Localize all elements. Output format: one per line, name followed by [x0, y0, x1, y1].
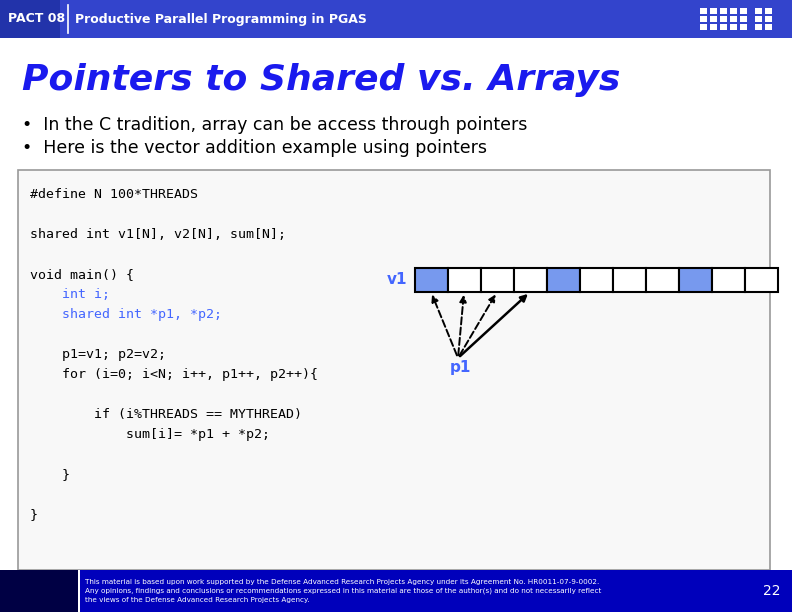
Text: for (i=0; i<N; i++, p1++, p2++){: for (i=0; i<N; i++, p1++, p2++){	[30, 368, 318, 381]
Text: sum[i]= *p1 + *p2;: sum[i]= *p1 + *p2;	[30, 428, 270, 441]
Text: }: }	[30, 468, 70, 481]
Text: This material is based upon work supported by the Defense Advanced Research Proj: This material is based upon work support…	[85, 579, 601, 603]
Bar	[0, 0, 792, 38]
Bar	[712, 268, 745, 292]
Bar	[720, 8, 727, 14]
Text: #define N 100*THREADS: #define N 100*THREADS	[30, 188, 198, 201]
Bar	[755, 16, 762, 22]
Bar	[0, 570, 78, 612]
Bar	[730, 24, 737, 30]
Bar	[679, 268, 712, 292]
Text: p1=v1; p2=v2;: p1=v1; p2=v2;	[30, 348, 166, 361]
Bar	[720, 16, 727, 22]
Text: 22: 22	[763, 584, 780, 598]
Text: v1: v1	[386, 272, 407, 288]
Text: Productive Parallel Programming in PGAS: Productive Parallel Programming in PGAS	[75, 12, 367, 26]
Text: if (i%THREADS == MYTHREAD): if (i%THREADS == MYTHREAD)	[30, 408, 302, 421]
Text: int i;: int i;	[30, 288, 110, 301]
Bar	[730, 8, 737, 14]
Bar	[78, 570, 79, 612]
Text: }: }	[30, 508, 38, 521]
Text: void main() {: void main() {	[30, 268, 134, 281]
Bar	[710, 24, 717, 30]
Bar	[0, 0, 60, 38]
Bar	[740, 8, 747, 14]
Bar	[700, 16, 707, 22]
Bar	[481, 268, 514, 292]
Bar	[740, 16, 747, 22]
Bar	[613, 268, 646, 292]
Bar	[765, 8, 772, 14]
Bar	[415, 268, 448, 292]
Bar	[710, 8, 717, 14]
Bar	[745, 268, 778, 292]
Text: •  In the C tradition, array can be access through pointers: • In the C tradition, array can be acces…	[22, 116, 527, 134]
Bar	[646, 268, 679, 292]
Text: Pointers to Shared vs. Arrays: Pointers to Shared vs. Arrays	[22, 63, 620, 97]
Text: •  Here is the vector addition example using pointers: • Here is the vector addition example us…	[22, 139, 487, 157]
Bar	[580, 268, 613, 292]
Bar	[700, 24, 707, 30]
Bar	[740, 24, 747, 30]
Bar	[700, 8, 707, 14]
Text: PACT 08: PACT 08	[8, 12, 65, 26]
Bar	[547, 268, 580, 292]
Bar	[765, 24, 772, 30]
Bar	[765, 16, 772, 22]
Bar	[755, 24, 762, 30]
Bar	[0, 570, 792, 612]
Bar	[730, 16, 737, 22]
Bar	[755, 8, 762, 14]
Text: shared int *p1, *p2;: shared int *p1, *p2;	[30, 308, 222, 321]
Bar	[18, 170, 770, 570]
Bar	[710, 16, 717, 22]
Text: shared int v1[N], v2[N], sum[N];: shared int v1[N], v2[N], sum[N];	[30, 228, 286, 241]
Text: p1: p1	[450, 360, 471, 375]
Bar	[448, 268, 481, 292]
Bar	[720, 24, 727, 30]
Bar	[514, 268, 547, 292]
